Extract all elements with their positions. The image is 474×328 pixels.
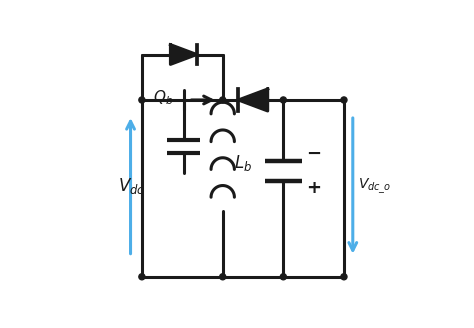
- Text: $V_{dc\_o}$: $V_{dc\_o}$: [358, 176, 391, 195]
- Circle shape: [219, 274, 226, 280]
- Circle shape: [280, 274, 286, 280]
- Circle shape: [219, 97, 226, 103]
- Polygon shape: [238, 89, 268, 111]
- Circle shape: [139, 97, 145, 103]
- Circle shape: [139, 274, 145, 280]
- Text: $V_{dc}$: $V_{dc}$: [118, 176, 145, 196]
- Circle shape: [341, 97, 347, 103]
- Polygon shape: [171, 45, 197, 64]
- Circle shape: [341, 274, 347, 280]
- Text: $L_b$: $L_b$: [234, 153, 252, 173]
- Circle shape: [280, 97, 286, 103]
- Text: +: +: [307, 179, 321, 197]
- Text: $Q_b$: $Q_b$: [153, 88, 173, 107]
- Text: −: −: [307, 145, 322, 163]
